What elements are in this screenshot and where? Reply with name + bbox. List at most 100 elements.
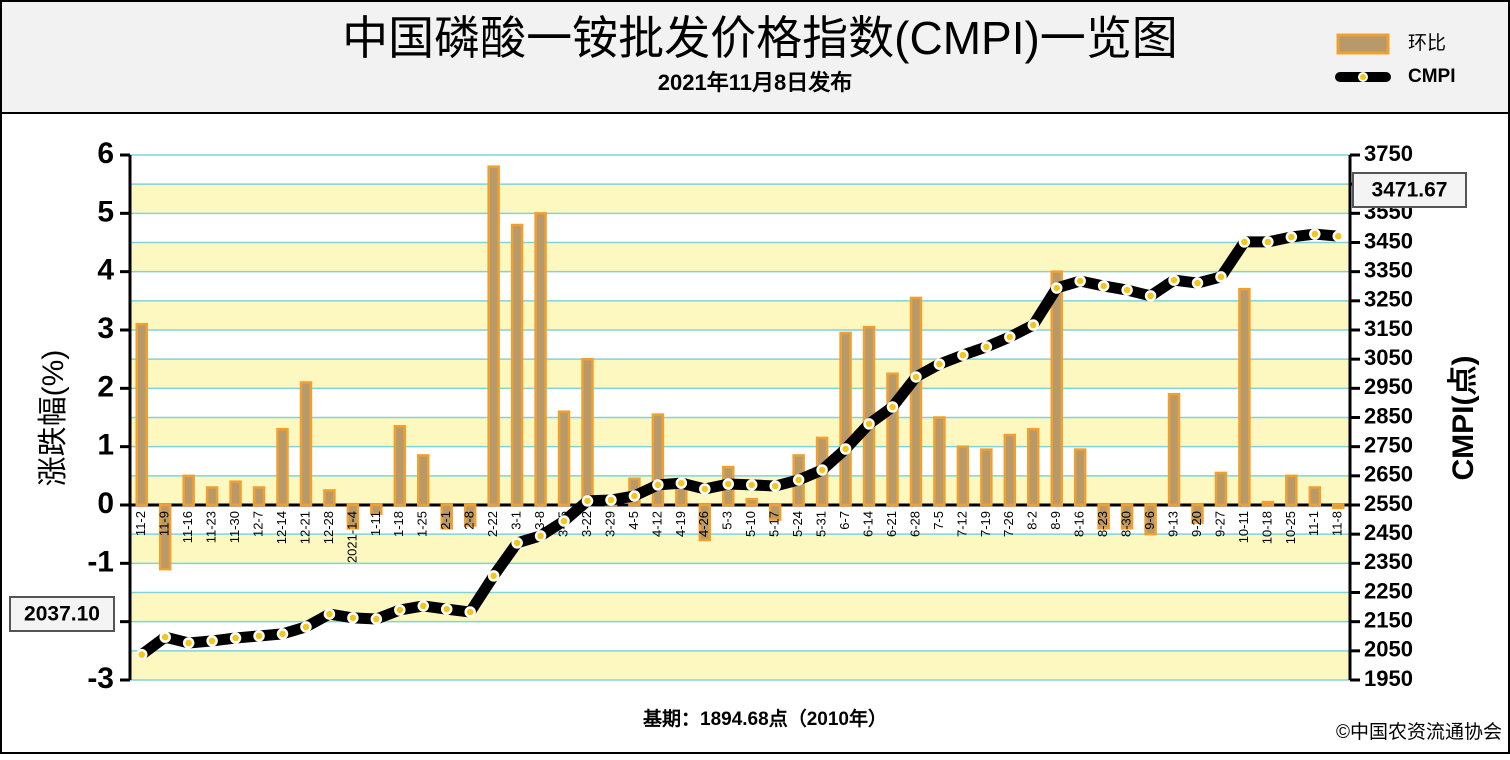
bar (393, 425, 407, 507)
bar (1214, 471, 1228, 507)
cmpi-point (699, 483, 711, 495)
bar (698, 503, 712, 542)
bar (135, 322, 148, 507)
x-tick-label: 6-28 (907, 511, 922, 537)
x-tick-label: 11-1 (1306, 511, 1321, 536)
bar (276, 427, 289, 507)
x-tick-label: 5-31 (814, 511, 829, 537)
cmpi-point (511, 537, 523, 549)
y2-tick-label: 3350 (1364, 257, 1413, 282)
bar (956, 445, 970, 507)
x-tick-label: 4-19 (673, 511, 688, 537)
cmpi-point (487, 570, 500, 582)
bar (581, 357, 594, 507)
cmpi-point (182, 637, 195, 649)
grid-band (130, 184, 1350, 214)
bar (1285, 474, 1298, 507)
x-tick-label: 10-11 (1236, 511, 1251, 543)
y-tick-label: -1 (87, 545, 114, 578)
cmpi-point (605, 494, 617, 506)
x-tick-label: 11-9 (157, 511, 172, 536)
bar (1073, 448, 1087, 507)
bar (651, 413, 665, 507)
cmpi-point (816, 464, 828, 476)
value-label: 3471.67 (1372, 179, 1448, 202)
cmpi-line (136, 228, 1344, 661)
x-tick-label: 7-12 (954, 511, 969, 537)
cmpi-point (933, 358, 946, 370)
bar (440, 503, 453, 530)
y2-tick-label: 2050 (1364, 637, 1413, 662)
y2-tick-label: 2550 (1364, 491, 1413, 516)
x-tick-label: 9-13 (1165, 511, 1180, 537)
legend-swatch-point (1358, 72, 1368, 82)
y-tick-label: -3 (87, 662, 114, 695)
cmpi-point (417, 600, 430, 612)
bar (510, 223, 524, 507)
x-tick-label: 10-18 (1259, 511, 1274, 544)
x-tick-label: 7-26 (1001, 511, 1016, 537)
bar (768, 503, 782, 521)
x-tick-label: 1-11 (368, 511, 383, 536)
cmpi-point (745, 479, 758, 491)
cmpi-point (1238, 236, 1251, 248)
cmpi-point (1168, 274, 1180, 286)
bar (323, 489, 336, 507)
cmpi-point (1121, 284, 1133, 296)
y2-tick-label: 2450 (1364, 520, 1413, 545)
bar (370, 503, 383, 515)
y2-tick-label: 1950 (1364, 666, 1413, 691)
bar (534, 212, 547, 507)
x-tick-label: 8-2 (1025, 511, 1040, 530)
x-tick-label: 5-17 (767, 511, 782, 537)
cmpi-point (464, 606, 476, 618)
cmpi-point (675, 477, 688, 489)
x-tick-label: 6-21 (884, 511, 899, 537)
cmpi-point (229, 632, 242, 644)
y-tick-label: 0 (97, 487, 114, 520)
cmpi-point (323, 608, 336, 620)
x-tick-label: 6-14 (860, 511, 875, 537)
value-label-box (9, 596, 115, 632)
chart-title: 中国磷酸一铵批发价格指数(CMPI)一览图 (342, 12, 1178, 64)
cmpi-point (1027, 319, 1040, 331)
source: ©中国农资流通协会 (1336, 721, 1502, 743)
grid-band (130, 650, 1350, 680)
bar (1167, 392, 1181, 507)
x-tick-label: 8-23 (1095, 511, 1110, 537)
x-tick-label: 4-12 (649, 511, 664, 537)
y-tick-label: 5 (97, 195, 114, 228)
bar (557, 410, 571, 507)
bar (1191, 503, 1204, 524)
cmpi-point (440, 603, 453, 615)
bar (299, 381, 313, 507)
y-tick-label: 4 (97, 254, 114, 287)
x-tick-label: 8-30 (1119, 511, 1134, 537)
cmpi-point (1050, 282, 1063, 294)
grid-band (130, 359, 1350, 389)
y-axis-title: 涨跌幅(%) (37, 350, 70, 487)
cmpi-point (1004, 331, 1016, 343)
cmpi-point (792, 474, 805, 486)
x-tick-label: 4-26 (696, 511, 711, 537)
x-tick-label: 2-8 (462, 511, 477, 530)
grid-band (130, 417, 1350, 447)
bar (980, 448, 993, 507)
cmpi-point (1309, 228, 1321, 240)
cmpi-point (394, 604, 406, 616)
x-tick-label: 1-18 (391, 511, 406, 537)
cmpi-point (980, 341, 993, 353)
bar (886, 372, 899, 507)
bar (1144, 503, 1157, 536)
y-tick-label: 3 (97, 312, 114, 345)
bar (1238, 287, 1251, 507)
x-tick-label: 2-1 (438, 511, 453, 530)
y2-tick-label: 3750 (1364, 141, 1413, 166)
bar (675, 486, 688, 507)
bar (463, 503, 477, 527)
bar (158, 503, 172, 571)
bar (205, 486, 219, 507)
x-tick-label: 12-21 (297, 511, 312, 544)
